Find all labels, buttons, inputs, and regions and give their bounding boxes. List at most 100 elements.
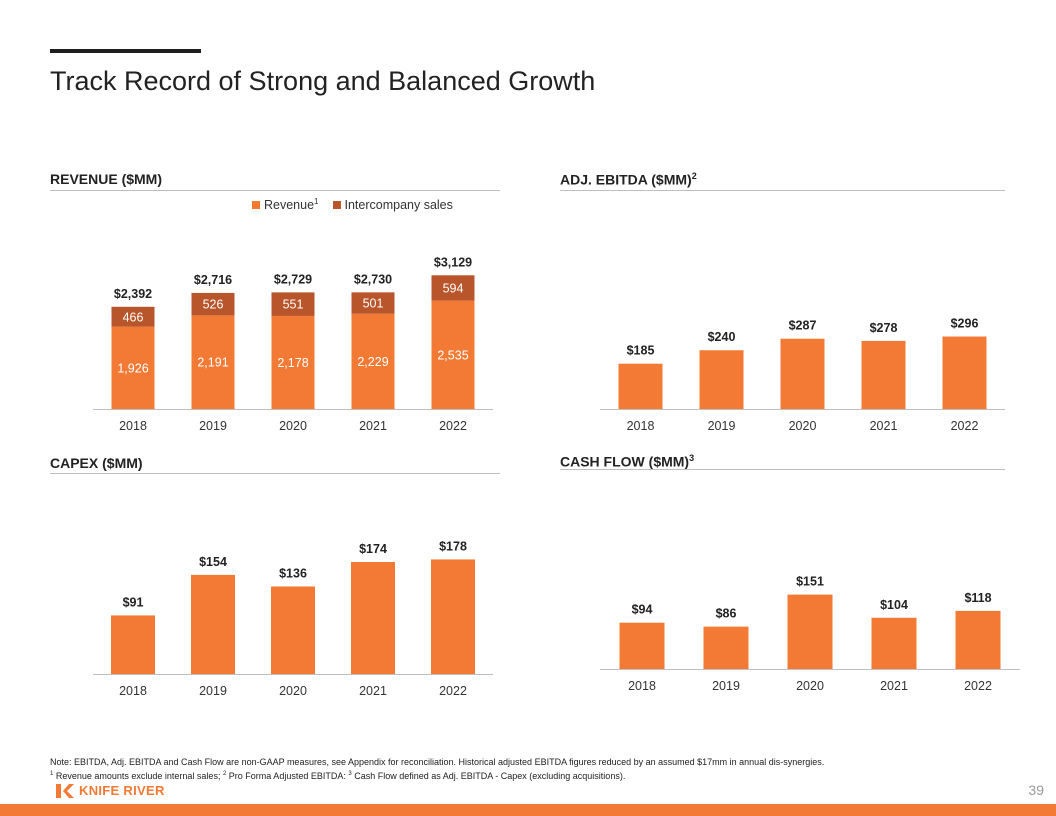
- footnote-text-1: Revenue amounts exclude internal sales;: [53, 771, 223, 781]
- ebitda-bar-2019: [699, 350, 744, 409]
- capex-bar-2021: [351, 562, 395, 674]
- cashflow-bar-2022: [955, 610, 1001, 669]
- revenue-segment-label-revenue-2019: 2,191: [197, 356, 228, 370]
- capex-tick-label-2018: 2018: [119, 684, 147, 698]
- cashflow-value-label-2020: $151: [796, 575, 824, 589]
- cashflow-value-label-2021: $104: [880, 598, 908, 612]
- ebitda-tick-label-2020: 2020: [789, 419, 817, 433]
- revenue-tick-label-2022: 2022: [439, 419, 467, 433]
- revenue-total-label-2021: $2,730: [354, 272, 392, 286]
- capex-title-text: CAPEX ($MM): [50, 455, 143, 471]
- revenue-bar-intercompany-2018: [111, 306, 155, 327]
- capex-bar-2022: [431, 559, 475, 674]
- title-accent-rule: [50, 49, 201, 53]
- revenue-bar-revenue-2022: [431, 300, 475, 409]
- revenue-segment-label-intercompany-2022: 594: [443, 281, 464, 295]
- footnote-marker-2: 2: [222, 771, 227, 777]
- footnote-line-1: Note: EBITDA, Adj. EBITDA and Cash Flow …: [50, 757, 825, 767]
- knife-river-logo: KNIFE RIVER: [56, 783, 165, 798]
- revenue-tick-label-2018: 2018: [119, 419, 147, 433]
- cashflow-value-label-2019: $86: [716, 607, 737, 621]
- capex-value-label-2021: $174: [359, 542, 387, 556]
- cashflow-bar-2018: [619, 622, 665, 669]
- ebitda-tick-label-2019: 2019: [708, 419, 736, 433]
- revenue-chart: 1,926 466 $2,392 2018 2,191 526 $2,716 2019 2,17…: [93, 255, 493, 433]
- revenue-bar-revenue-2018: [111, 326, 155, 409]
- revenue-tick-label-2019: 2019: [199, 419, 227, 433]
- cashflow-value-label-2018: $94: [632, 603, 653, 617]
- page-title: Track Record of Strong and Balanced Grow…: [50, 66, 596, 96]
- knife-river-logo-icon: [56, 783, 74, 798]
- revenue-bar-intercompany-2021: [351, 292, 395, 314]
- ebitda-tick-label-2022: 2022: [951, 419, 979, 433]
- legend-label-revenue: Revenue1: [264, 197, 319, 212]
- cashflow-tick-label-2019: 2019: [712, 679, 740, 693]
- revenue-tick-label-2020: 2020: [279, 419, 307, 433]
- revenue-total-label-2018: $2,392: [114, 287, 152, 301]
- legend-revenue-footnote: 1: [314, 197, 319, 206]
- revenue-segment-label-revenue-2018: 1,926: [117, 361, 148, 375]
- cashflow-chart: $94 2018 $86 2019 $151 2020 $104 2021 $118 2022: [600, 575, 1020, 693]
- ebitda-title-footnote: 2: [691, 171, 697, 181]
- ebitda-title-rule: [560, 190, 1005, 191]
- capex-bar-2019: [191, 574, 235, 674]
- revenue-total-label-2022: $3,129: [434, 255, 472, 269]
- ebitda-value-label-2022: $296: [951, 317, 979, 331]
- footnotes: Note: EBITDA, Adj. EBITDA and Cash Flow …: [50, 756, 824, 782]
- revenue-segment-label-revenue-2020: 2,178: [277, 356, 308, 370]
- cashflow-bar-2020: [787, 594, 833, 669]
- ebitda-tick-label-2018: 2018: [627, 419, 655, 433]
- revenue-title-text: REVENUE ($MM): [50, 171, 163, 187]
- cashflow-title-rule: [560, 469, 1005, 470]
- capex-value-label-2018: $91: [123, 595, 144, 609]
- ebitda-value-label-2021: $278: [870, 321, 898, 335]
- legend-item-revenue: Revenue1: [252, 197, 319, 212]
- capex-value-label-2020: $136: [279, 566, 307, 580]
- cashflow-bar-2021: [871, 617, 917, 669]
- revenue-bar-intercompany-2022: [431, 275, 475, 301]
- cashflow-tick-label-2018: 2018: [628, 679, 656, 693]
- revenue-total-label-2019: $2,716: [194, 273, 232, 287]
- revenue-segment-label-intercompany-2020: 551: [283, 298, 304, 312]
- capex-bar-2020: [271, 586, 315, 674]
- legend-swatch-intercompany: [332, 200, 341, 209]
- bottom-accent-bar: [0, 804, 1056, 816]
- revenue-segment-label-intercompany-2021: 501: [363, 297, 384, 311]
- revenue-segment-label-intercompany-2018: 466: [123, 310, 144, 324]
- legend-item-intercompany: Intercompany sales: [332, 198, 453, 212]
- revenue-title-rule: [50, 190, 500, 191]
- ebitda-chart: $185 2018 $240 2019 $287 2020 $278 2021 $296 2022: [600, 317, 1005, 433]
- ebitda-bar-2022: [942, 336, 987, 409]
- footnote-marker-1: 1: [50, 771, 54, 777]
- cashflow-tick-label-2021: 2021: [880, 679, 908, 693]
- revenue-bar-intercompany-2020: [271, 292, 315, 316]
- cashflow-panel-title: CASH FLOW ($MM)3: [560, 453, 694, 470]
- revenue-segment-label-revenue-2022: 2,535: [437, 348, 468, 362]
- revenue-segment-label-revenue-2021: 2,229: [357, 355, 388, 369]
- footnote-marker-3: 3: [348, 771, 352, 777]
- page-number: 39: [1028, 782, 1044, 798]
- capex-tick-label-2019: 2019: [199, 684, 227, 698]
- ebitda-tick-label-2021: 2021: [870, 419, 898, 433]
- capex-title-rule: [50, 473, 500, 474]
- revenue-bar-revenue-2019: [191, 315, 235, 409]
- cashflow-value-label-2022: $118: [964, 591, 991, 605]
- cashflow-tick-label-2022: 2022: [964, 679, 992, 693]
- revenue-bar-revenue-2020: [271, 315, 315, 409]
- revenue-bar-revenue-2021: [351, 313, 395, 409]
- legend-revenue-text: Revenue: [264, 198, 315, 213]
- ebitda-bar-2021: [861, 340, 906, 409]
- capex-tick-label-2021: 2021: [359, 684, 387, 698]
- cashflow-bar-2019: [703, 626, 749, 669]
- capex-tick-label-2022: 2022: [439, 684, 467, 698]
- revenue-bar-intercompany-2019: [191, 292, 235, 316]
- ebitda-panel-title: ADJ. EBITDA ($MM)2: [560, 171, 697, 188]
- revenue-total-label-2020: $2,729: [274, 272, 312, 286]
- capex-bar-2018: [111, 615, 155, 674]
- revenue-segment-label-intercompany-2019: 526: [203, 298, 224, 312]
- footnote-text-2: Pro Forma Adjusted EBITDA:: [226, 771, 349, 781]
- cashflow-tick-label-2020: 2020: [796, 679, 824, 693]
- ebitda-bar-2020: [780, 338, 825, 409]
- capex-chart: $91 2018 $154 2019 $136 2020 $174 2021 $178 2022: [93, 539, 493, 698]
- ebitda-title-text: ADJ. EBITDA ($MM): [560, 171, 692, 188]
